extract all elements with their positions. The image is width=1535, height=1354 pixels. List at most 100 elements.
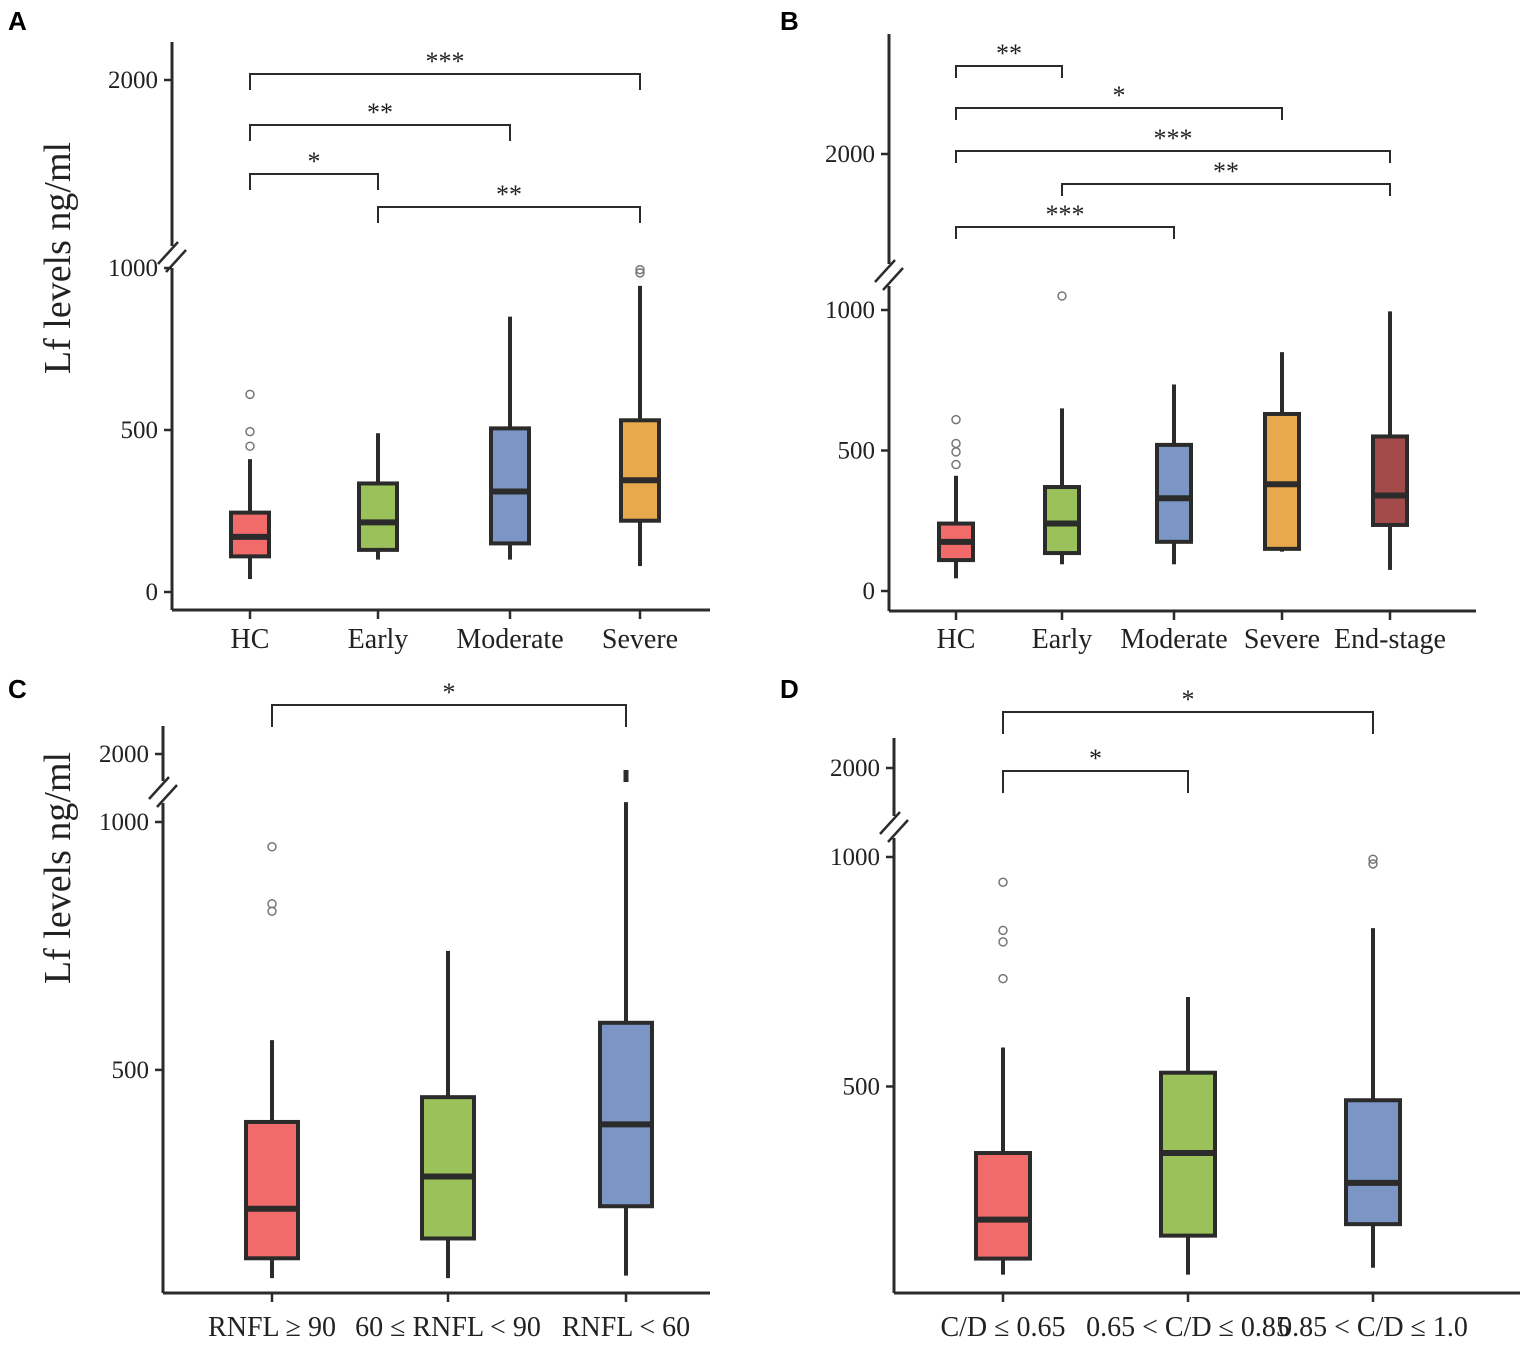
box-Moderate — [489, 316, 531, 560]
significance-label: ** — [496, 180, 522, 209]
iqr-box — [598, 1020, 654, 1209]
significance-bracket — [955, 65, 1063, 78]
y-tick-label: 500 — [838, 438, 876, 465]
box-C/D ≤ 0.65 — [974, 877, 1032, 1275]
significance-bracket — [955, 107, 1283, 120]
panel-label-a: A — [8, 6, 27, 36]
iqr-box — [357, 481, 399, 552]
iqr-box — [420, 1095, 476, 1241]
panel-label-c: C — [8, 674, 27, 704]
y-tick-label: 2000 — [99, 741, 149, 768]
x-tick-label: RNFL < 60 — [562, 1312, 690, 1343]
axis-break-mark — [157, 241, 179, 265]
y-tick-label: 500 — [112, 1057, 150, 1084]
axis-break-mark — [148, 776, 170, 800]
x-tick-label: Moderate — [456, 624, 563, 655]
iqr-box — [1043, 485, 1081, 556]
iqr-box — [1155, 442, 1193, 544]
iqr-box — [1344, 1098, 1402, 1227]
y-axis-label: Lf levels ng/ml — [37, 142, 79, 374]
outlier-point — [245, 389, 255, 400]
outlier-point — [998, 973, 1008, 984]
panel-c: C 500 1000 2000 Lf levels ng/ml RNFL ≥ 90 60 ≤… — [8, 674, 710, 1343]
x-tick-label: 60 ≤ RNFL < 90 — [355, 1312, 541, 1343]
significance-label: ** — [367, 98, 393, 127]
outlier-point — [998, 925, 1008, 936]
significance-label: * — [443, 678, 456, 707]
panel-label-b: B — [780, 6, 799, 36]
x-tick-label: Moderate — [1120, 624, 1227, 655]
significance-label: * — [1113, 81, 1126, 110]
x-tick-label: Severe — [602, 624, 678, 655]
outlier-point — [1368, 854, 1378, 865]
x-tick-label: C/D ≤ 0.65 — [940, 1312, 1065, 1343]
box-0.65 < C/D ≤ 0.85 — [1159, 996, 1217, 1275]
box-60 ≤ RNFL < 90 — [420, 950, 476, 1279]
significance-bracket — [1061, 183, 1391, 196]
x-tick-label: 0.65 < C/D ≤ 0.85 — [1086, 1312, 1290, 1343]
y-axis-label: Lf levels ng/ml — [37, 752, 79, 984]
significance-label: *** — [426, 47, 465, 76]
outlier-point — [951, 459, 961, 470]
outlier-point — [998, 877, 1008, 887]
axis-break-mark — [882, 267, 904, 291]
significance-bracket — [249, 124, 511, 141]
y-tick-label: 2000 — [825, 141, 875, 168]
outlier-point — [635, 268, 645, 278]
outlier-point — [951, 414, 961, 425]
significance-bracket — [955, 226, 1175, 239]
significance-label: ** — [1213, 157, 1239, 186]
box-Severe — [619, 264, 661, 567]
x-tick-label: HC — [937, 624, 976, 655]
box-0.85 < C/D ≤ 1.0 — [1344, 854, 1402, 1268]
outlier-point — [1057, 291, 1067, 301]
outlier-point — [245, 426, 255, 437]
significance-bracket — [249, 73, 641, 90]
panel-a: A 0 500 1000 2000 Lf levels ng/ml HC Early Moder… — [8, 6, 710, 655]
x-tick-label: HC — [231, 624, 270, 655]
y-tick-label: 1000 — [830, 844, 880, 871]
y-tick-label: 1000 — [825, 297, 875, 324]
significance-bracket — [1002, 711, 1374, 734]
iqr-box — [1371, 434, 1409, 527]
outlier-point — [1368, 859, 1378, 869]
y-tick-label: 1000 — [99, 809, 149, 836]
box-Moderate — [1155, 384, 1193, 565]
significance-bracket — [249, 173, 379, 190]
significance-bracket — [377, 206, 641, 223]
panel-d: D 500 1000 2000 C/D ≤ 0.65 0.65 < C/D ≤ 0.850… — [780, 674, 1520, 1343]
x-tick-label: Early — [348, 624, 409, 655]
box-HC — [229, 389, 271, 580]
significance-label: *** — [1046, 200, 1085, 229]
x-tick-label: RNFL ≥ 90 — [208, 1312, 336, 1343]
significance-label: * — [308, 147, 321, 176]
y-tick-label: 500 — [121, 417, 159, 444]
outlier-point — [998, 937, 1008, 947]
significance-bracket — [955, 150, 1391, 163]
significance-bracket — [1002, 770, 1189, 793]
panel-label-d: D — [780, 674, 799, 704]
box-RNFL < 60 — [598, 802, 654, 1276]
significance-label: ** — [996, 39, 1022, 68]
box-HC — [937, 414, 975, 579]
outlier-point — [245, 441, 255, 451]
y-tick-label: 500 — [843, 1073, 881, 1100]
outlier-point — [951, 447, 961, 457]
box-Early — [1043, 291, 1081, 565]
iqr-box — [244, 1119, 300, 1261]
box-Early — [357, 433, 399, 560]
outlier-point — [635, 264, 645, 275]
y-tick-label: 1000 — [108, 255, 158, 282]
axis-break-mark — [887, 819, 909, 843]
axis-break-mark — [879, 811, 901, 835]
x-tick-label: 0.85 < C/D ≤ 1.0 — [1278, 1312, 1468, 1343]
y-tick-label: 2000 — [830, 755, 880, 782]
axis-break-mark — [156, 784, 178, 808]
y-tick-label: 0 — [146, 579, 159, 606]
box-RNFL ≥ 90 — [244, 842, 300, 1279]
panel-b: B 0 500 1000 2000 HC Early Moderate Severe End-st… — [780, 6, 1476, 655]
box-End-stage — [1371, 311, 1409, 570]
significance-label: * — [1089, 744, 1102, 773]
outlier-point — [267, 899, 277, 909]
